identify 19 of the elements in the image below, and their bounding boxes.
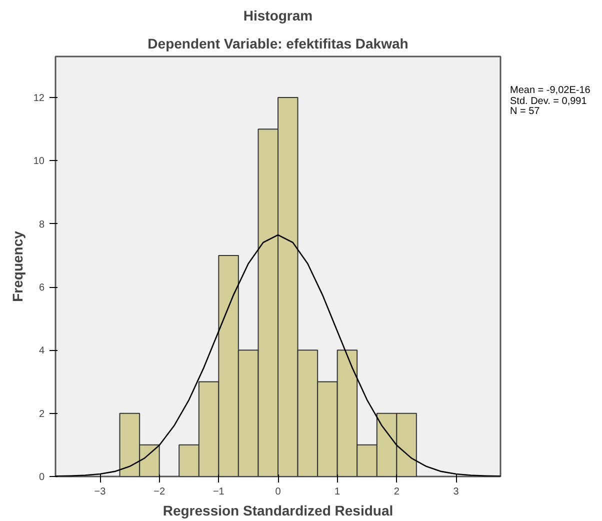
- x-tick-label: 2: [394, 486, 400, 498]
- chart-title: Histogram: [243, 8, 313, 24]
- x-tick-label: −3: [94, 486, 106, 498]
- x-tick-label: 0: [275, 486, 282, 498]
- chart-subtitle: Dependent Variable: efektifitas Dakwah: [148, 36, 408, 52]
- y-tick-label: 0: [38, 472, 45, 483]
- x-tick-label: 3: [453, 486, 460, 498]
- y-axis-title: Frequency: [9, 230, 26, 302]
- y-tick-label: 8: [38, 219, 45, 230]
- x-tick-label: 1: [334, 486, 341, 498]
- y-tick-label: 12: [33, 93, 45, 104]
- y-tick-label: 4: [38, 346, 45, 357]
- y-tick-label: 6: [38, 282, 45, 294]
- x-tick-label: −1: [212, 486, 225, 498]
- y-tick-label: 2: [38, 408, 45, 420]
- x-tick-label: −2: [154, 486, 166, 498]
- y-tick-label: 10: [33, 156, 45, 168]
- x-axis-title: Regression Standardized Residual: [162, 502, 394, 518]
- text: Mean = -9,02E-16 Std. Dev. = 0,991 N = 57: [510, 85, 590, 118]
